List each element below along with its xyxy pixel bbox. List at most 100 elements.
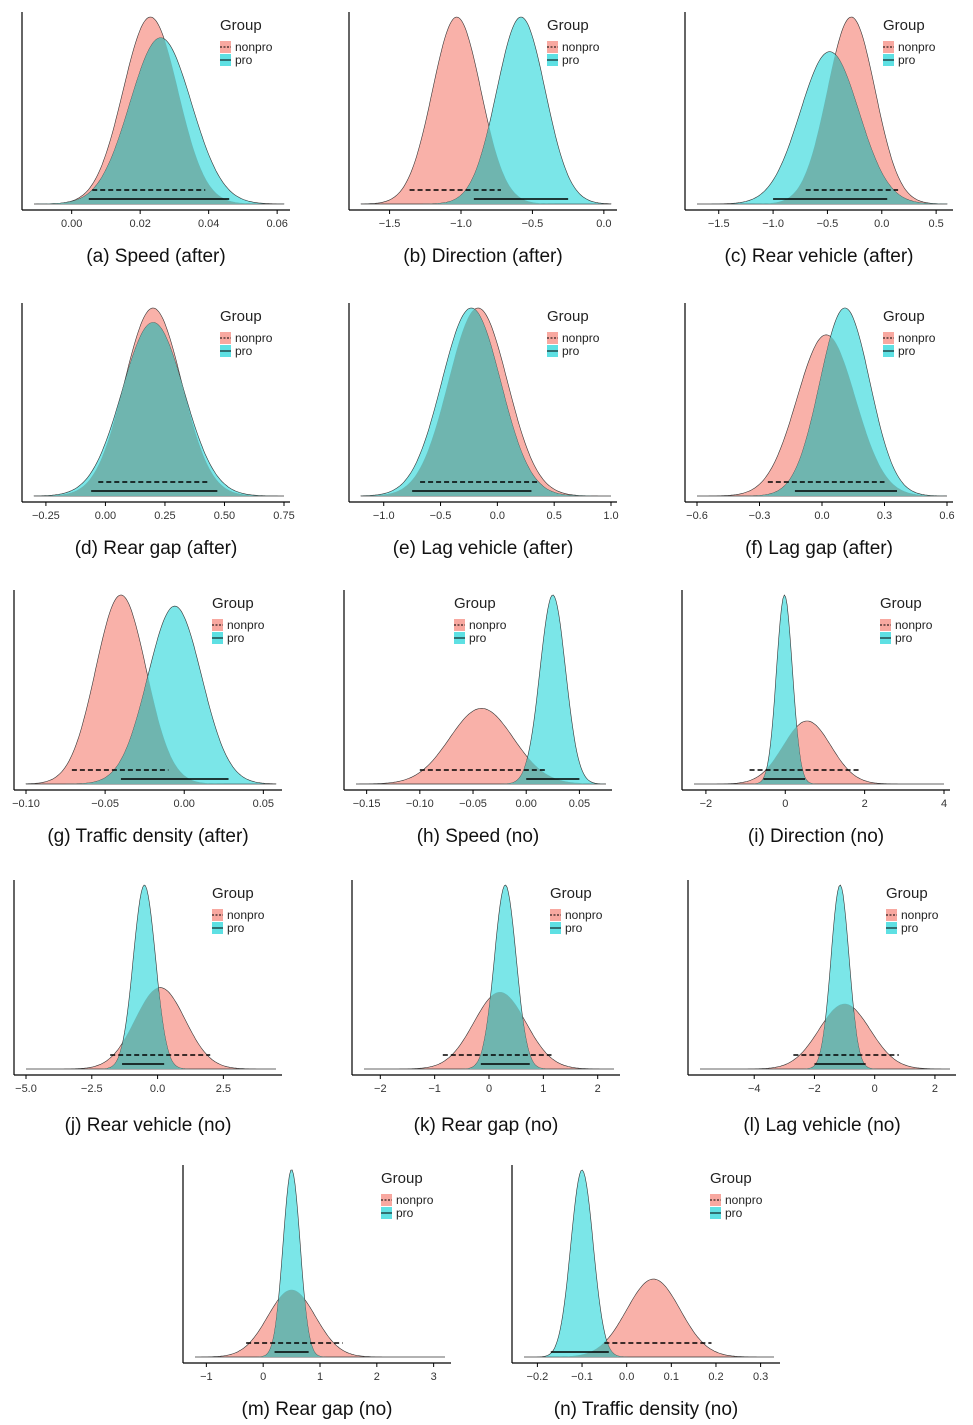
legend-title: Group	[883, 17, 925, 34]
legend-label-pro: pro	[227, 921, 245, 935]
density-overlap	[356, 758, 606, 784]
legend-title: Group	[212, 595, 254, 612]
x-tick-label: −2	[808, 1083, 821, 1095]
x-tick-label: −1.5	[708, 218, 730, 230]
x-tick-label: 0.1	[664, 1371, 679, 1383]
x-tick-label: −1	[200, 1371, 213, 1383]
x-tick-label: 0.06	[266, 218, 287, 230]
x-tick-label: 0.50	[214, 510, 235, 522]
x-tick-label: 0.3	[877, 510, 892, 522]
x-tick-label: −0.25	[32, 510, 60, 522]
x-tick-label: 0.05	[569, 798, 590, 810]
legend-title: Group	[220, 308, 262, 325]
x-tick-label: 0.00	[61, 218, 82, 230]
density-pro	[694, 594, 944, 785]
x-tick-label: 0	[260, 1371, 266, 1383]
legend-label-nonpro: nonpro	[725, 1193, 763, 1207]
x-tick-label: 0	[782, 798, 788, 810]
legend-label-nonpro: nonpro	[469, 618, 507, 632]
legend-label-pro: pro	[396, 1206, 414, 1220]
x-tick-label: 1.0	[603, 510, 618, 522]
density-overlap	[364, 992, 614, 1069]
legend-label-pro: pro	[901, 921, 919, 935]
x-tick-label: 0.25	[154, 510, 175, 522]
x-tick-label: −0.3	[749, 510, 771, 522]
x-tick-label: 0.02	[129, 218, 150, 230]
x-tick-label: 0.0	[814, 510, 829, 522]
x-tick-label: 0.3	[753, 1371, 768, 1383]
legend-title: Group	[381, 1170, 423, 1187]
x-tick-label: −1.0	[450, 218, 472, 230]
density-overlap	[700, 1004, 950, 1069]
legend-label-pro: pro	[235, 344, 253, 358]
x-tick-label: 1	[540, 1083, 546, 1095]
x-tick-label: −0.5	[522, 218, 544, 230]
legend-label-pro: pro	[565, 921, 583, 935]
panel-caption: (d) Rear gap (after)	[75, 538, 238, 559]
x-tick-label: −1	[428, 1083, 441, 1095]
legend-title: Group	[220, 17, 262, 34]
legend-title: Group	[547, 17, 589, 34]
panel-caption: (j) Rear vehicle (no)	[65, 1115, 232, 1136]
x-tick-label: −0.2	[527, 1371, 549, 1383]
x-tick-label: −0.6	[686, 510, 708, 522]
x-tick-label: −4	[748, 1083, 761, 1095]
legend-title: Group	[886, 885, 928, 902]
panel-caption: (n) Traffic density (no)	[554, 1399, 738, 1420]
x-tick-label: 1	[317, 1371, 323, 1383]
x-tick-label: 0.04	[198, 218, 219, 230]
x-tick-label: 0.0	[596, 218, 611, 230]
density-overlap	[697, 55, 947, 204]
x-tick-label: −0.10	[12, 798, 40, 810]
x-tick-label: 0.6	[939, 510, 954, 522]
density-overlap	[34, 322, 284, 496]
x-tick-label: −0.1	[571, 1371, 593, 1383]
x-tick-label: −2	[700, 798, 713, 810]
legend-label-pro: pro	[895, 631, 913, 645]
x-tick-label: −1.5	[379, 218, 401, 230]
x-tick-label: 0.00	[174, 798, 195, 810]
legend-label-nonpro: nonpro	[901, 908, 939, 922]
density-pro	[524, 1169, 774, 1358]
legend-title: Group	[550, 885, 592, 902]
x-tick-label: 2.5	[216, 1083, 231, 1095]
x-tick-label: −0.15	[353, 798, 381, 810]
legend-label-pro: pro	[898, 344, 916, 358]
x-tick-label: 0.0	[874, 218, 889, 230]
panel-caption: (m) Rear gap (no)	[242, 1399, 393, 1420]
x-tick-label: 0.0	[150, 1083, 165, 1095]
x-tick-label: 0.00	[516, 798, 537, 810]
legend-label-nonpro: nonpro	[898, 40, 936, 54]
x-tick-label: 0.0	[619, 1371, 634, 1383]
x-tick-label: −0.05	[91, 798, 119, 810]
x-tick-label: −1.0	[762, 218, 784, 230]
density-overlap	[34, 37, 284, 204]
panel-caption: (g) Traffic density (after)	[47, 826, 248, 847]
legend-label-nonpro: nonpro	[895, 618, 933, 632]
legend-title: Group	[547, 308, 589, 325]
legend-label-nonpro: nonpro	[562, 40, 600, 54]
panel-caption: (e) Lag vehicle (after)	[393, 538, 574, 559]
legend-title: Group	[710, 1170, 752, 1187]
legend-label-pro: pro	[725, 1206, 743, 1220]
x-tick-label: 4	[941, 798, 947, 810]
x-tick-label: 0.05	[253, 798, 274, 810]
legend-title: Group	[212, 885, 254, 902]
x-tick-label: −0.10	[406, 798, 434, 810]
panel-caption: (a) Speed (after)	[86, 246, 225, 267]
density-overlap	[361, 126, 611, 204]
x-tick-label: −2	[374, 1083, 387, 1095]
x-tick-label: 0	[872, 1083, 878, 1095]
legend-title: Group	[880, 595, 922, 612]
legend-label-nonpro: nonpro	[396, 1193, 434, 1207]
density-overlap	[26, 678, 276, 784]
